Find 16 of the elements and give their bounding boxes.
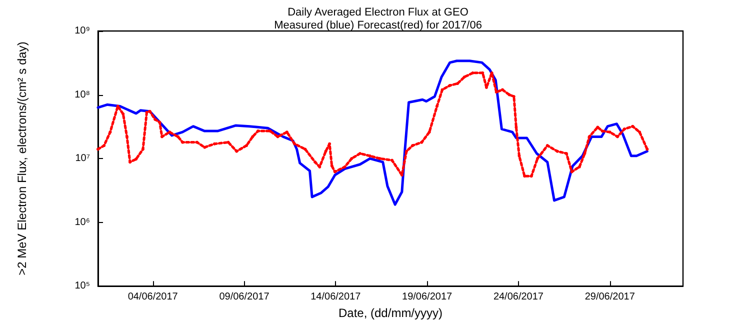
- line-series: [96, 60, 648, 206]
- x-tick-label: 29/06/2017: [584, 292, 636, 303]
- y-axis-title: >2 MeV Electron Flux, electrons/(cm² s day): [15, 42, 29, 276]
- x-tick-label: 19/06/2017: [402, 292, 453, 303]
- x-tick-label: 14/06/2017: [310, 292, 362, 303]
- x-axis-title: Date, (dd/mm/yyyy): [338, 306, 443, 320]
- x-tick-label: 04/06/2017: [128, 292, 178, 303]
- y-tick-label: 10⁷: [75, 153, 90, 164]
- x-tick-label: 24/06/2017: [493, 292, 544, 303]
- y-tick-label: 10⁸: [74, 89, 90, 100]
- chart-title: Daily Averaged Electron Flux at GEO: [288, 6, 469, 18]
- y-tick-label: 10⁹: [74, 26, 90, 36]
- chart-subtitle: Measured (blue) Forecast(red) for 2017/06: [274, 20, 482, 32]
- x-tick-label: 09/06/2017: [219, 292, 270, 303]
- y-tick-label: 10⁶: [74, 216, 90, 228]
- y-tick-label: 10⁵: [74, 280, 90, 292]
